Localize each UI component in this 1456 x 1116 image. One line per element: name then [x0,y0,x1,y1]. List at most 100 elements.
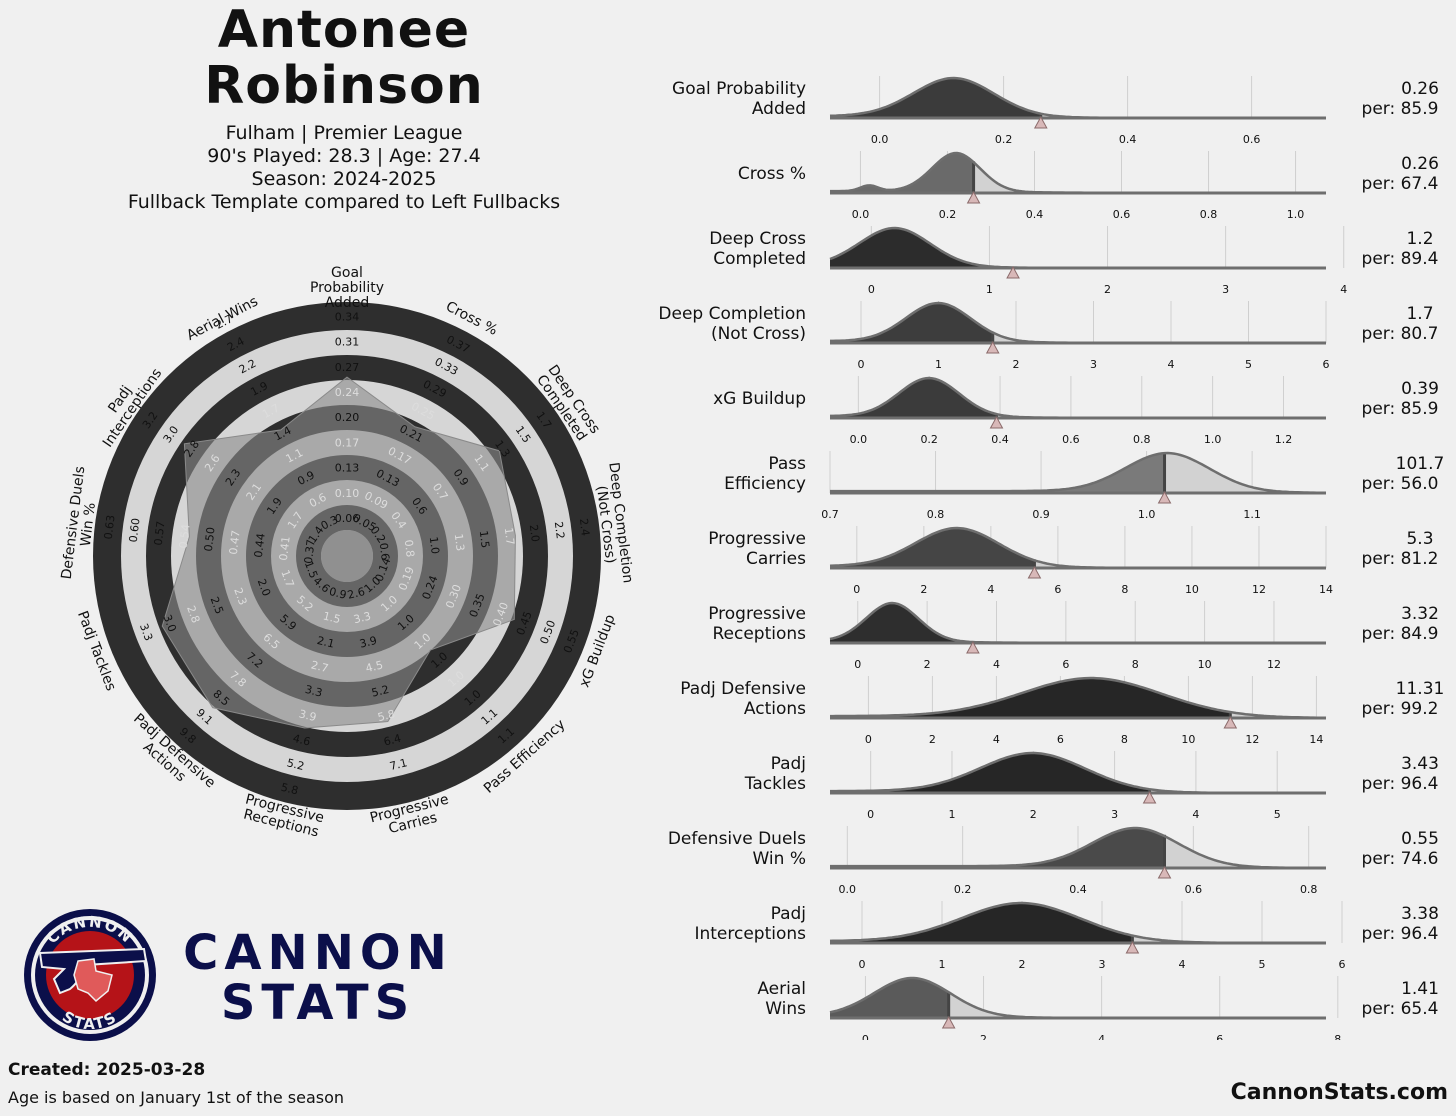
ridge-tick-label: 2 [924,658,931,671]
age-note: Age is based on January 1st of the seaso… [8,1088,345,1107]
ridge-metric-label: Win % [753,849,807,869]
ridge-tick-label: 8 [1132,658,1139,671]
ridge-metric-label: (Not Cross) [711,324,806,344]
ridge-tick-label: 2 [929,733,936,746]
ridge-tick-label: 10 [1198,658,1212,671]
ridge-metric-label: Goal Probability [672,79,806,99]
radar-tick-label: 5.2 [286,756,306,773]
ridge-metric-label: Deep Completion [658,304,806,324]
ridge-tick-label: 0.8 [927,508,945,521]
ridge-area-dark [830,678,1231,718]
ridge-tick-label: 2 [1104,283,1111,296]
ridge-marker [966,640,980,654]
ridge-percentile-text: per: 65.4 [1362,999,1439,1019]
radar-tick-label: 0.37 [302,539,318,565]
ridge-tick-label: 0.0 [850,433,868,446]
radar-metric-label-line: Added [325,295,370,311]
ridge-area-light [830,453,1326,493]
ridge-percentile-text: per: 96.4 [1362,924,1439,944]
ridge-tick-label: 0.0 [839,883,857,896]
radar-tick-label: 0.44 [252,532,268,558]
ridge-value-text: 3.38 [1401,904,1439,924]
ridge-tick-label: 0.2 [995,133,1013,146]
ridge-tick-label: 4 [1168,358,1175,371]
ridge-tick-label: 1.2 [1275,433,1293,446]
ridge-tick-label: 4 [993,658,1000,671]
radar-tick-label: 3.3 [137,622,155,643]
team-league: Fulham | Premier League [225,122,463,144]
radar-tick-label: 0.20 [335,411,360,424]
radar-polygon [161,376,516,729]
radar-tick-label: 0.27 [335,361,360,374]
ridge-tick-label: 2 [1030,808,1037,821]
ridge-tick-label: 1 [948,808,955,821]
ridge-tick-label: 3 [1111,808,1118,821]
radar-tick-label: 2.6 [346,585,366,602]
radar-tick-label: 0.8 [402,539,417,558]
ridge-tick-label: 1.0 [1287,208,1305,221]
ridge-tick-label: 0 [862,1033,869,1040]
player-name-line2: Robinson [204,56,484,116]
ridge-tick-label: 0.0 [871,133,889,146]
ridge-tick-label: 3 [1099,958,1106,971]
ridge-marker [1142,790,1157,804]
ridge-row: 0.0 0.2 0.4 0.6 0.8 1.0 1.2 xG Buildup 0.39per: … [713,376,1439,446]
radar-tick-label: 3.3 [352,609,372,626]
ridge-tick-label: 1 [935,358,942,371]
ridge-metric-label: Carries [746,549,806,569]
radar-tick-label: 0.47 [227,529,243,555]
title-block: Antonee Robinson Fulham | Premier League… [60,0,628,214]
ridge-tick-label: 5 [1245,358,1252,371]
ridge-outline [830,451,1326,494]
ridge-metric-label: Tackles [744,774,806,794]
season: Season: 2024-2025 [251,168,437,190]
ridge-area-dark [830,978,949,1018]
ridge-tick-label: 8 [1121,583,1128,596]
radar-tick-label: 4.5 [364,658,384,675]
ridge-marker [1157,490,1172,504]
ridge-metric-label: Progressive [708,604,806,624]
ridge-marker [941,1015,956,1029]
radar-tick-label: 0.60 [127,517,143,543]
ridge-value-text: 0.39 [1401,379,1439,399]
ridge-marker [985,340,1000,354]
ridge-tick-label: 1.0 [1138,508,1156,521]
radar-tick-label: 6.4 [382,732,402,749]
ridge-tick-label: 1 [986,283,993,296]
ridge-value-text: 0.55 [1401,829,1439,849]
ridge-area-dark [830,903,1133,943]
radar-tick-label: 0.24 [335,386,360,399]
radar-tick-label: 0.9 [328,585,348,602]
radar-tick-label: 1.5 [302,559,320,580]
ridge-percentile-text: per: 89.4 [1362,249,1439,269]
ridge-metric-label: Actions [744,699,806,719]
radar-chart: 0.060.100.130.170.200.240.270.310.34Goal… [59,265,636,840]
ridge-metric-label: Deep Cross [709,229,806,249]
ridge-tick-label: 0.8 [1200,208,1218,221]
ridge-tick-label: 0.2 [920,433,938,446]
radar-tick-label: 1.5 [477,530,492,549]
ridge-percentile-text: per: 85.9 [1362,99,1439,119]
ridge-tick-label: 1 [939,958,946,971]
ridge-tick-label: 3 [1090,358,1097,371]
radar-metric-label-line: Probability [310,280,384,296]
ridge-tick-label: 0 [868,283,875,296]
ridge-area-dark [830,753,1150,793]
ridge-metric-label: Progressive [708,529,806,549]
site-url: CannonStats.com [1230,1080,1448,1105]
ridge-tick-label: 6 [1057,733,1064,746]
ridge-area-dark [830,528,1035,568]
ridge-tick-label: 14 [1319,583,1333,596]
ridge-value-text: 3.43 [1401,754,1439,774]
ridge-value-text: 0.26 [1401,79,1439,99]
ridge-tick-label: 4 [993,733,1000,746]
ridge-tick-label: 1.0 [1204,433,1222,446]
ridge-tick-label: 6 [1216,1033,1223,1040]
ridge-value-text: 11.31 [1396,679,1445,699]
ridge-percentile-text: per: 67.4 [1362,174,1439,194]
